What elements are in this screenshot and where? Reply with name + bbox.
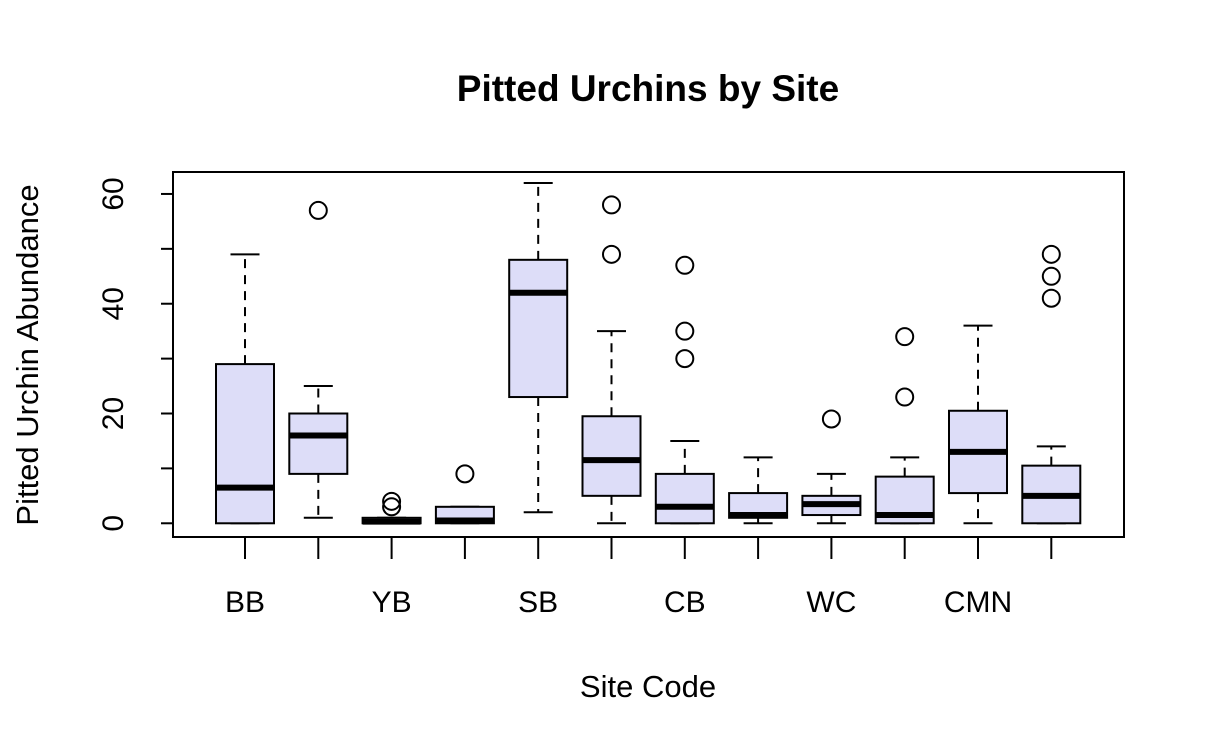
- outlier-point: [675, 349, 695, 369]
- x-tick-label: YB: [372, 586, 412, 619]
- iqr-box: [288, 412, 349, 475]
- box-group: [215, 253, 275, 525]
- outlier-point: [382, 491, 402, 511]
- y-tick-label: 60: [97, 177, 130, 210]
- x-tick-label: SB: [518, 586, 558, 619]
- x-tick-label: WC: [806, 586, 856, 619]
- box-group: [288, 200, 349, 519]
- outlier-point: [895, 327, 915, 347]
- box-group: [508, 181, 569, 514]
- box-group: [1021, 244, 1082, 525]
- outlier-point: [602, 195, 621, 215]
- x-tick-label: BB: [225, 586, 265, 619]
- iqr-box: [581, 415, 642, 497]
- box-group: [434, 464, 495, 525]
- outlier-point: [895, 387, 915, 407]
- box-group: [874, 327, 935, 525]
- outlier-point: [455, 464, 475, 484]
- outlier-point: [308, 200, 328, 220]
- iqr-box: [654, 472, 715, 525]
- y-tick-label: 0: [97, 515, 130, 532]
- box-group: [654, 255, 715, 525]
- y-tick-label: 20: [97, 397, 130, 430]
- box-group: [728, 456, 789, 525]
- iqr-box: [215, 363, 275, 525]
- outlier-point: [1041, 288, 1061, 308]
- x-axis-label: Site Code: [580, 669, 716, 704]
- outlier-point: [675, 255, 695, 275]
- outlier-point: [602, 244, 621, 264]
- outlier-point: [1041, 266, 1061, 286]
- x-axis: BB YB SB CB WC CMN: [225, 537, 1053, 619]
- box-group: [801, 409, 862, 525]
- box-group: [581, 195, 642, 525]
- iqr-box: [508, 258, 569, 399]
- y-axis-label: Pitted Urchin Abundance: [10, 184, 45, 525]
- chart-title: Pitted Urchins by Site: [457, 68, 839, 109]
- outlier-point: [821, 409, 841, 429]
- boxes-layer: [215, 181, 1082, 525]
- y-axis: 0 20 40 60: [97, 177, 173, 532]
- y-tick-label: 40: [97, 287, 130, 320]
- x-tick-label: CB: [664, 586, 706, 619]
- outlier-point: [382, 497, 402, 517]
- x-tick-label: CMN: [944, 586, 1012, 619]
- box-group: [948, 324, 1008, 525]
- outlier-point: [675, 321, 695, 341]
- outlier-point: [1041, 244, 1061, 264]
- box-group: [361, 491, 422, 525]
- plot-frame: [172, 171, 1125, 538]
